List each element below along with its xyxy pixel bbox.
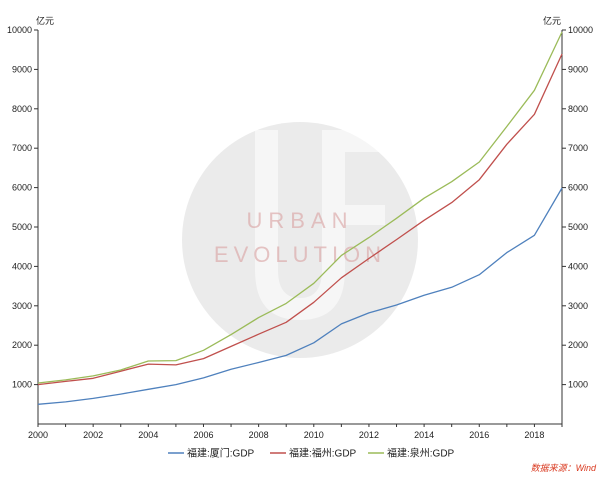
y-tick-label-left: 2000 <box>12 340 32 350</box>
y-axis-unit-right: 亿元 <box>543 15 561 26</box>
y-tick-label-left: 10000 <box>7 25 32 35</box>
y-tick-label-right: 8000 <box>568 104 588 114</box>
x-tick-label: 2010 <box>304 430 324 440</box>
y-tick-label-right: 5000 <box>568 222 588 232</box>
y-tick-label-right: 2000 <box>568 340 588 350</box>
chart-ticks: 1000 1000 2000 2000 3000 3000 4000 4000 5000 5000… <box>7 25 593 440</box>
x-tick-label: 2008 <box>249 430 269 440</box>
x-tick-label: 2004 <box>138 430 158 440</box>
x-tick-label: 2002 <box>83 430 103 440</box>
y-tick-label-right: 6000 <box>568 183 588 193</box>
watermark-text-urban: URBAN <box>246 208 353 233</box>
y-tick-label-right: 1000 <box>568 380 588 390</box>
watermark-e-bar-mid <box>345 205 385 225</box>
x-tick-label: 2014 <box>414 430 434 440</box>
y-tick-label-right: 9000 <box>568 64 588 74</box>
y-tick-label-left: 8000 <box>12 104 32 114</box>
urban-evolution-watermark: URBAN EVOLUTION <box>182 122 418 358</box>
y-tick-label-left: 7000 <box>12 143 32 153</box>
series-line-2 <box>37 31 563 384</box>
y-axis-unit-left: 亿元 <box>36 15 54 26</box>
x-tick-label: 2000 <box>28 430 48 440</box>
watermark-text-evolution: EVOLUTION <box>214 242 386 267</box>
data-source-note: 数据来源：Wind <box>531 463 597 473</box>
legend-label-0: 福建:厦门:GDP <box>187 447 255 460</box>
chart-series <box>37 31 563 405</box>
y-tick-label-left: 5000 <box>12 222 32 232</box>
y-tick-label-left: 6000 <box>12 183 32 193</box>
y-tick-label-left: 3000 <box>12 301 32 311</box>
series-line-1 <box>37 53 563 386</box>
x-tick-label: 2012 <box>359 430 379 440</box>
legend-label-2: 福建:泉州:GDP <box>387 447 455 460</box>
watermark-e-bar-top <box>345 130 395 152</box>
y-tick-label-right: 10000 <box>568 25 593 35</box>
y-tick-label-right: 4000 <box>568 261 588 271</box>
y-tick-label-left: 1000 <box>12 380 32 390</box>
x-tick-label: 2006 <box>193 430 213 440</box>
chart-legend: 福建:厦门:GDP 福建:福州:GDP 福建:泉州:GDP <box>168 447 455 460</box>
series-line-0 <box>37 187 563 405</box>
watermark-u-shape <box>255 130 345 320</box>
x-tick-label: 2016 <box>469 430 489 440</box>
y-tick-label-left: 4000 <box>12 261 32 271</box>
y-tick-label-left: 9000 <box>12 64 32 74</box>
x-tick-label: 2018 <box>524 430 544 440</box>
y-tick-label-right: 3000 <box>568 301 588 311</box>
y-tick-label-right: 7000 <box>568 143 588 153</box>
legend-label-1: 福建:福州:GDP <box>289 447 357 460</box>
watermark-circle <box>182 122 418 358</box>
